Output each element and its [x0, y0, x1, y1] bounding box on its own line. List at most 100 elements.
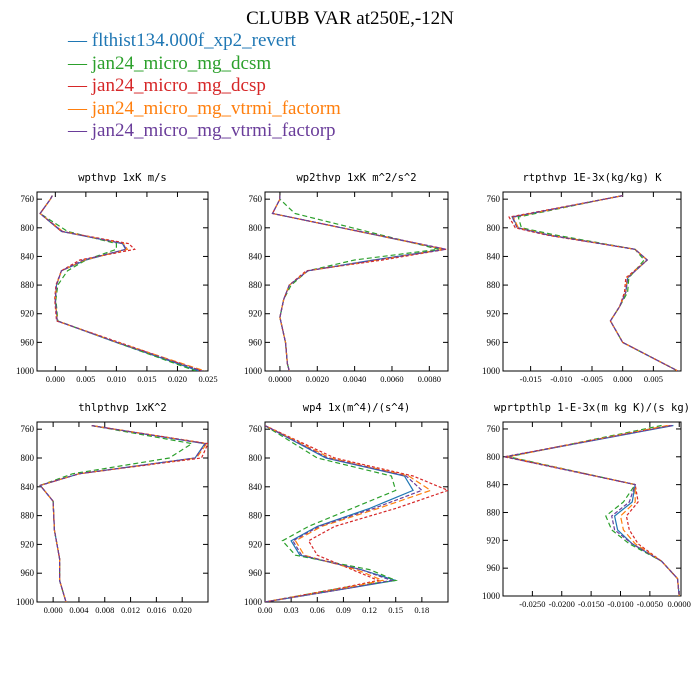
series-line: [271, 195, 447, 371]
x-tick-label: 0.09: [336, 605, 351, 615]
legend-line: —: [68, 120, 92, 141]
y-tick-label: 840: [249, 482, 263, 492]
y-tick-label: 880: [487, 507, 501, 517]
x-tick-label: 0.15: [388, 605, 403, 615]
x-tick-label: -0.005: [581, 374, 603, 384]
series-line: [39, 425, 194, 602]
legend-line: —: [68, 97, 92, 119]
series-line: [505, 424, 680, 596]
subplot-frame: [36, 191, 209, 372]
series-line: [512, 195, 679, 371]
y-tick-label: 760: [21, 194, 35, 204]
y-tick-label: 800: [21, 453, 35, 463]
subplot-frame: [264, 191, 449, 372]
y-tick-label: 760: [249, 194, 263, 204]
x-tick-label: 0.010: [107, 374, 126, 384]
series-line: [39, 425, 208, 602]
x-tick-label: -0.0050: [637, 599, 663, 609]
legend-line: —: [68, 75, 92, 96]
x-tick-label: -0.0150: [578, 599, 604, 609]
subplot: wp2thvp 1xK m^2/s^2 760 800 840 880 920 960 100…: [244, 172, 449, 384]
x-tick-label: 0.015: [137, 374, 156, 384]
x-tick-label: 0.12: [362, 605, 377, 615]
x-tick-label: 0.0040: [343, 374, 366, 384]
x-tick-label: 0.004: [69, 605, 89, 615]
x-tick-label: 0.012: [121, 605, 140, 615]
y-tick-label: 880: [249, 511, 263, 521]
y-tick-label: 960: [487, 563, 501, 573]
legend-item: — jan24_micro_mg_dcsp: [68, 75, 341, 98]
legend-item: — flthist134.000f_xp2_revert: [68, 30, 341, 53]
subplot-title: rtpthvp 1E-3x(kg/kg) K: [522, 172, 662, 184]
series-line: [39, 425, 207, 602]
legend-label: jan24_micro_mg_vtrmi_factorm: [91, 97, 341, 119]
x-tick-label: 0.008: [95, 605, 114, 615]
subplot-title: wprtpthlp 1-E-3x(m kg K)/(s kg): [494, 402, 690, 414]
y-tick-label: 800: [249, 223, 263, 233]
series-line: [279, 195, 439, 371]
subplot-title: thlpthvp 1xK^2: [78, 402, 167, 414]
x-tick-label: -0.0250: [519, 599, 545, 609]
y-tick-label: 1000: [482, 366, 501, 376]
y-tick-label: 1000: [244, 366, 263, 376]
x-tick-label: 0.000: [613, 374, 632, 384]
series-line: [39, 425, 206, 602]
y-tick-label: 760: [249, 424, 263, 434]
subplot-title: wp4 1x(m^4)/(s^4): [303, 402, 410, 414]
subplot: wprtpthlp 1-E-3x(m kg K)/(s kg) 760 800 840…: [482, 402, 691, 609]
x-tick-label: 0.0000: [268, 374, 291, 384]
series-line: [265, 425, 414, 602]
legend-label: jan24_micro_mg_dcsp: [91, 75, 266, 96]
y-tick-label: 800: [487, 452, 501, 462]
x-tick-label: 0.020: [168, 374, 187, 384]
legend-label: jan24_micro_mg_vtrmi_factorp: [91, 120, 336, 141]
x-tick-label: 0.005: [644, 374, 663, 384]
x-tick-label: -0.015: [520, 374, 542, 384]
legend-item: — jan24_micro_mg_dcsm: [68, 53, 341, 76]
y-tick-label: 760: [487, 424, 501, 434]
subplot-frame: [502, 421, 682, 597]
series-line: [504, 424, 680, 596]
subplot-title: wp2thvp 1xK m^2/s^2: [296, 172, 416, 184]
legend-item: — jan24_micro_mg_vtrmi_factorp: [68, 120, 341, 143]
y-tick-label: 840: [21, 482, 35, 492]
series-line: [39, 195, 197, 371]
y-tick-label: 960: [249, 568, 263, 578]
x-tick-label: 0.000: [44, 605, 63, 615]
y-tick-label: 1000: [482, 591, 501, 601]
y-tick-label: 920: [21, 309, 35, 319]
series-line: [271, 195, 447, 371]
y-tick-label: 960: [21, 337, 35, 347]
y-tick-label: 920: [487, 535, 501, 545]
y-tick-label: 840: [487, 480, 501, 490]
y-tick-label: 1000: [16, 366, 35, 376]
x-tick-label: 0.06: [310, 605, 325, 615]
x-tick-label: 0.020: [173, 605, 192, 615]
y-tick-label: 840: [249, 251, 263, 261]
subplot: rtpthvp 1E-3x(kg/kg) K 760 800 840 880 920 960…: [482, 172, 682, 384]
y-tick-label: 800: [21, 223, 35, 233]
chart-title: CLUBB VAR at250E,-12N: [246, 8, 454, 29]
y-tick-label: 1000: [16, 597, 35, 607]
y-tick-label: 800: [249, 453, 263, 463]
x-tick-label: -0.0100: [607, 599, 633, 609]
series-line: [271, 195, 445, 371]
x-tick-label: 0.0080: [418, 374, 441, 384]
series-line: [511, 195, 679, 371]
series-line: [39, 425, 208, 602]
y-tick-label: 920: [487, 309, 501, 319]
series-line: [39, 195, 203, 371]
legend-label: flthist134.000f_xp2_revert: [91, 30, 296, 51]
subplot-title: wpthvp 1xK m/s: [78, 172, 167, 184]
x-tick-label: 0.0020: [306, 374, 329, 384]
series-line: [265, 425, 432, 602]
subplot: wpthvp 1xK m/s 760 800 840 880 920 960 1000 0.00…: [16, 172, 218, 384]
y-tick-label: 760: [487, 194, 501, 204]
series-line: [39, 195, 199, 371]
x-tick-label: 0.00: [258, 605, 273, 615]
x-tick-label: 0.005: [76, 374, 95, 384]
x-tick-label: -0.010: [550, 374, 572, 384]
x-tick-label: 0.03: [284, 605, 299, 615]
series-line: [265, 425, 448, 602]
